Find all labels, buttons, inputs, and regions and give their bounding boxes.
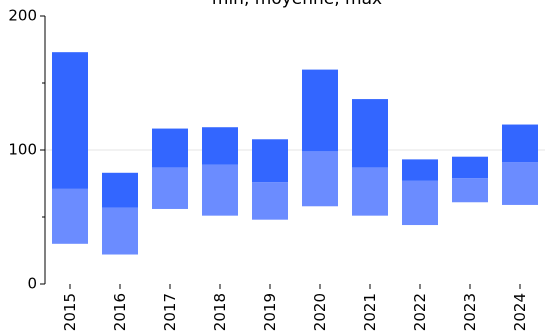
bar-lower-2022 bbox=[402, 180, 438, 226]
bar-upper-2022 bbox=[402, 159, 438, 181]
x-tick-label: 2020 bbox=[311, 293, 329, 331]
x-tick-label: 2018 bbox=[211, 293, 229, 331]
x-tick-label: 2015 bbox=[61, 293, 79, 331]
bar-lower-2024 bbox=[502, 162, 538, 205]
x-ticks: 2015 2016 2017 2018 2019 2020 2021 2022 2023 2024 bbox=[61, 284, 529, 331]
bar-lower-2019 bbox=[252, 182, 288, 220]
y-ticks: 0 100 200 bbox=[8, 7, 45, 293]
bar-lower-2016 bbox=[102, 207, 138, 255]
bar-lower-2020 bbox=[302, 151, 338, 207]
bar-lower-2017 bbox=[152, 167, 188, 209]
x-tick-label: 2017 bbox=[161, 293, 179, 331]
bar-upper-2016 bbox=[102, 172, 138, 208]
x-tick-label: 2019 bbox=[261, 293, 279, 331]
x-tick-label: 2021 bbox=[361, 293, 379, 331]
chart-title: min, moyenne, max bbox=[212, 0, 382, 9]
x-tick-label: 2022 bbox=[411, 293, 429, 331]
bar-upper-2023 bbox=[452, 156, 488, 179]
x-tick-label: 2023 bbox=[461, 293, 479, 331]
bar-upper-2024 bbox=[502, 124, 538, 163]
bar-upper-2020 bbox=[302, 69, 338, 152]
x-tick-label: 2016 bbox=[111, 293, 129, 331]
y-tick-label: 200 bbox=[8, 7, 37, 25]
bar-lower-2018 bbox=[202, 164, 238, 216]
bar-upper-2019 bbox=[252, 139, 288, 183]
bar-upper-2015 bbox=[52, 52, 88, 189]
bar-lower-2015 bbox=[52, 188, 88, 244]
y-tick-label: 0 bbox=[27, 275, 37, 293]
y-tick-label: 100 bbox=[8, 141, 37, 159]
x-tick-label: 2024 bbox=[511, 293, 529, 331]
bar-lower-2021 bbox=[352, 167, 388, 216]
bar-lower-2023 bbox=[452, 178, 488, 203]
bar-upper-2018 bbox=[202, 127, 238, 165]
bar-upper-2021 bbox=[352, 99, 388, 168]
bar-upper-2017 bbox=[152, 128, 188, 168]
bars bbox=[52, 52, 538, 255]
